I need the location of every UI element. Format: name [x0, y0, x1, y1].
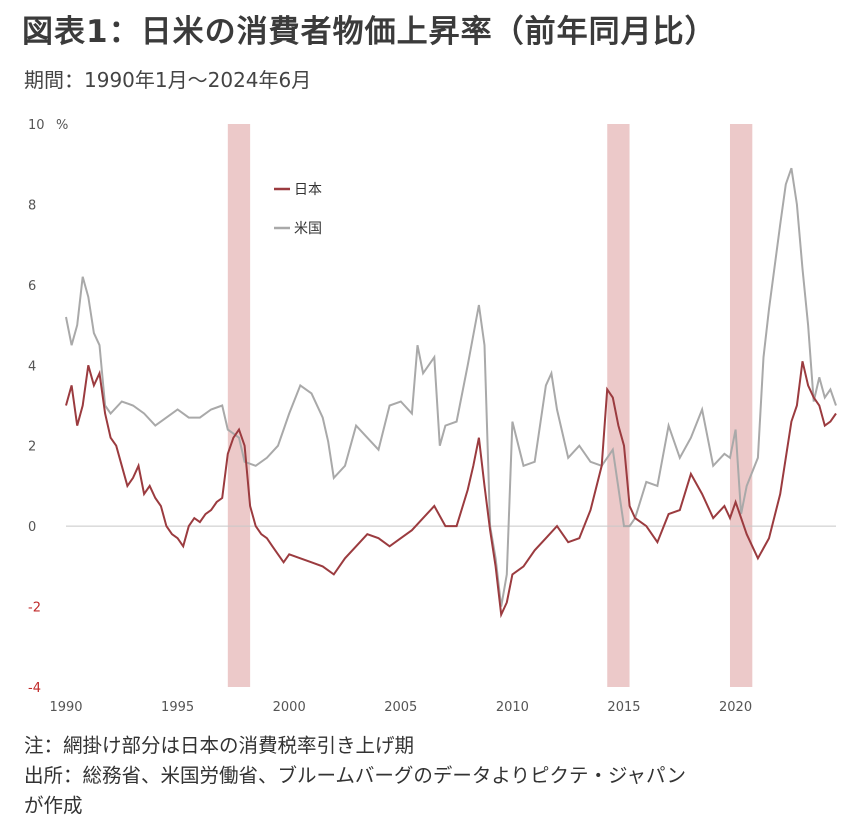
legend-label-us: 米国 [294, 221, 322, 237]
cpi-line-chart: -4 -2 0 2 4 6 8 10 % 1990 1995 2000 2005 2010 2015 20… [28, 118, 837, 715]
y-tick-label-2: 2 [28, 440, 36, 455]
chart-title: 図表1：日米の消費者物価上昇率（前年同月比） [22, 14, 717, 50]
x-tick-label-1990: 1990 [49, 700, 82, 715]
y-tick-label-4: 4 [28, 359, 36, 374]
series-line-japan [65, 361, 837, 619]
x-tick-label-2015: 2015 [607, 700, 640, 715]
y-axis-unit: % [56, 118, 68, 133]
chart-notes: 注：網掛け部分は日本の消費税率引き上げ期 出所：総務省、米国労働省、ブルームバー… [24, 731, 686, 821]
note-source-continued: が作成 [24, 794, 83, 817]
shaded-period-1 [607, 124, 630, 687]
y-tick-label-0: 0 [28, 520, 36, 535]
y-tick-label-6: 6 [28, 279, 36, 294]
shaded-periods [227, 124, 753, 687]
x-axis-ticks: 1990 1995 2000 2005 2010 2015 2020 [49, 700, 752, 715]
shaded-period-2 [729, 124, 753, 687]
y-tick-label-10: 10 [28, 118, 45, 133]
note-shading: 注：網掛け部分は日本の消費税率引き上げ期 [24, 734, 415, 757]
y-axis-ticks: -4 -2 0 2 4 6 8 10 [28, 118, 45, 696]
x-tick-label-2020: 2020 [719, 700, 752, 715]
x-tick-label-1995: 1995 [161, 700, 194, 715]
x-tick-label-2000: 2000 [273, 700, 306, 715]
shaded-period-0 [227, 124, 251, 687]
x-tick-label-2010: 2010 [496, 700, 529, 715]
note-source: 出所：総務省、米国労働省、ブルームバーグのデータよりピクテ・ジャパン [24, 764, 687, 787]
legend-label-japan: 日本 [294, 182, 322, 198]
series-line-us [65, 167, 837, 607]
y-tick-label-8: 8 [28, 198, 36, 213]
legend: 日本 米国 [274, 182, 322, 237]
y-tick-label--4: -4 [28, 681, 41, 696]
chart-subtitle: 期間：1990年1月～2024年6月 [24, 68, 312, 92]
y-tick-label--2: -2 [28, 601, 41, 616]
x-tick-label-2005: 2005 [384, 700, 417, 715]
